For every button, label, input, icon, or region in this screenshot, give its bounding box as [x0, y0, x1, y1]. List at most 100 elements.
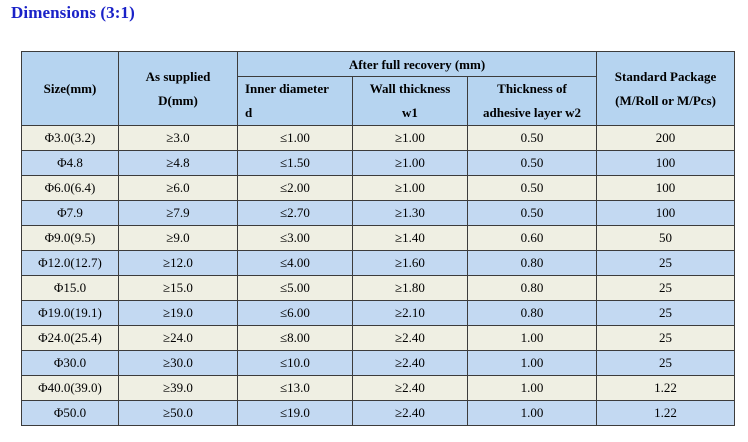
header-size: Size(mm)	[21, 51, 119, 126]
as-supplied-cell: ≥4.8	[118, 150, 238, 176]
inner-diameter-cell: ≤1.00	[237, 125, 353, 151]
wall-thickness-cell: ≥1.00	[352, 175, 468, 201]
as-supplied-cell: ≥50.0	[118, 400, 238, 426]
wall-thickness-cell: ≥1.00	[352, 150, 468, 176]
inner-diameter-cell: ≤8.00	[237, 325, 353, 351]
wall-thickness-cell: ≥1.60	[352, 250, 468, 276]
inner-diameter-cell: ≤1.50	[237, 150, 353, 176]
package-cell: 50	[596, 225, 736, 251]
size-cell: Φ30.0	[21, 350, 119, 376]
wall-thickness-cell: ≥1.80	[352, 275, 468, 301]
as-supplied-cell: ≥15.0	[118, 275, 238, 301]
package-cell: 25	[596, 250, 736, 276]
adhesive-thickness-cell: 0.80	[466, 300, 598, 326]
size-cell: Φ4.8	[21, 150, 119, 176]
table-body: Φ3.0(3.2) ≥3.0 ≤1.00 ≥1.00 0.50 200 Φ4.8 ≥4.8 ≤1…	[21, 125, 736, 426]
table-row: Φ9.0(9.5) ≥9.0 ≤3.00 ≥1.40 0.60 50	[21, 225, 736, 251]
inner-diameter-cell: ≤19.0	[237, 400, 353, 426]
table-row: Φ19.0(19.1) ≥19.0 ≤6.00 ≥2.10 0.80 25	[21, 300, 736, 326]
table-row: Φ50.0 ≥50.0 ≤19.0 ≥2.40 1.00 1.22	[21, 400, 736, 426]
page-title: Dimensions (3:1)	[11, 3, 135, 22]
adhesive-thickness-cell: 0.50	[466, 125, 598, 151]
header-as-supplied: As supplied D(mm)	[118, 51, 238, 126]
table-row: Φ12.0(12.7) ≥12.0 ≤4.00 ≥1.60 0.80 25	[21, 250, 736, 276]
as-supplied-cell: ≥7.9	[118, 200, 238, 226]
inner-diameter-cell: ≤3.00	[237, 225, 353, 251]
header-package-line1: Standard Package	[614, 68, 717, 84]
table-row: Φ3.0(3.2) ≥3.0 ≤1.00 ≥1.00 0.50 200	[21, 125, 736, 151]
package-cell: 100	[596, 150, 736, 176]
header-wall-line2: w1	[402, 105, 418, 120]
header-inner-line1: Inner diameter	[245, 81, 329, 96]
header-as-supplied-line2: D(mm)	[158, 92, 198, 108]
header-after-recovery: After full recovery (mm)	[236, 51, 598, 77]
header-inner-diameter: Inner diameter d	[237, 76, 353, 126]
adhesive-thickness-cell: 0.50	[466, 150, 598, 176]
table-row: Φ30.0 ≥30.0 ≤10.0 ≥2.40 1.00 25	[21, 350, 736, 376]
adhesive-thickness-cell: 0.80	[466, 275, 598, 301]
adhesive-thickness-cell: 1.00	[466, 350, 598, 376]
header-package-line2: (M/Roll or M/Pcs)	[615, 92, 716, 108]
table-row: Φ24.0(25.4) ≥24.0 ≤8.00 ≥2.40 1.00 25	[21, 325, 736, 351]
as-supplied-cell: ≥30.0	[118, 350, 238, 376]
header-adhesive-line1: Thickness of	[497, 81, 567, 96]
header-as-supplied-line1: As supplied	[145, 68, 211, 84]
table-row: Φ15.0 ≥15.0 ≤5.00 ≥1.80 0.80 25	[21, 275, 736, 301]
wall-thickness-cell: ≥2.40	[352, 375, 468, 401]
package-cell: 1.22	[596, 400, 736, 426]
wall-thickness-cell: ≥1.30	[352, 200, 468, 226]
wall-thickness-cell: ≥2.40	[352, 400, 468, 426]
inner-diameter-cell: ≤10.0	[237, 350, 353, 376]
table-row: Φ7.9 ≥7.9 ≤2.70 ≥1.30 0.50 100	[21, 200, 736, 226]
package-cell: 200	[596, 125, 736, 151]
wall-thickness-cell: ≥2.40	[352, 325, 468, 351]
as-supplied-cell: ≥12.0	[118, 250, 238, 276]
size-cell: Φ24.0(25.4)	[21, 325, 119, 351]
header-wall-line1: Wall thickness	[369, 81, 451, 96]
inner-diameter-cell: ≤2.00	[237, 175, 353, 201]
header-adhesive-line2: adhesive layer w2	[483, 105, 581, 120]
as-supplied-cell: ≥19.0	[118, 300, 238, 326]
package-cell: 1.22	[596, 375, 736, 401]
inner-diameter-cell: ≤6.00	[237, 300, 353, 326]
wall-thickness-cell: ≥2.10	[352, 300, 468, 326]
as-supplied-cell: ≥6.0	[118, 175, 238, 201]
as-supplied-cell: ≥3.0	[118, 125, 238, 151]
wall-thickness-cell: ≥1.00	[352, 125, 468, 151]
table-header: Size(mm) As supplied D(mm) After full re…	[21, 51, 736, 126]
adhesive-thickness-cell: 1.00	[466, 400, 598, 426]
size-cell: Φ6.0(6.4)	[21, 175, 119, 201]
package-cell: 100	[596, 175, 736, 201]
package-cell: 25	[596, 325, 736, 351]
package-cell: 25	[596, 350, 736, 376]
header-inner-line2: d	[245, 105, 253, 120]
adhesive-thickness-cell: 1.00	[466, 325, 598, 351]
size-cell: Φ40.0(39.0)	[21, 375, 119, 401]
size-cell: Φ12.0(12.7)	[21, 250, 119, 276]
package-cell: 25	[596, 300, 736, 326]
header-adhesive-thickness: Thickness of adhesive layer w2	[466, 76, 598, 126]
size-cell: Φ19.0(19.1)	[21, 300, 119, 326]
package-cell: 100	[596, 200, 736, 226]
size-cell: Φ50.0	[21, 400, 119, 426]
adhesive-thickness-cell: 0.80	[466, 250, 598, 276]
adhesive-thickness-cell: 1.00	[466, 375, 598, 401]
adhesive-thickness-cell: 0.60	[466, 225, 598, 251]
adhesive-thickness-cell: 0.50	[466, 200, 598, 226]
as-supplied-cell: ≥24.0	[118, 325, 238, 351]
header-wall-thickness: Wall thickness w1	[352, 76, 468, 126]
inner-diameter-cell: ≤2.70	[237, 200, 353, 226]
inner-diameter-cell: ≤4.00	[237, 250, 353, 276]
adhesive-thickness-cell: 0.50	[466, 175, 598, 201]
table-row: Φ40.0(39.0) ≥39.0 ≤13.0 ≥2.40 1.00 1.22	[21, 375, 736, 401]
size-cell: Φ9.0(9.5)	[21, 225, 119, 251]
wall-thickness-cell: ≥1.40	[352, 225, 468, 251]
size-cell: Φ15.0	[21, 275, 119, 301]
package-cell: 25	[596, 275, 736, 301]
dimensions-table: Size(mm) As supplied D(mm) After full re…	[21, 51, 736, 426]
inner-diameter-cell: ≤13.0	[237, 375, 353, 401]
inner-diameter-cell: ≤5.00	[237, 275, 353, 301]
as-supplied-cell: ≥39.0	[118, 375, 238, 401]
wall-thickness-cell: ≥2.40	[352, 350, 468, 376]
size-cell: Φ7.9	[21, 200, 119, 226]
